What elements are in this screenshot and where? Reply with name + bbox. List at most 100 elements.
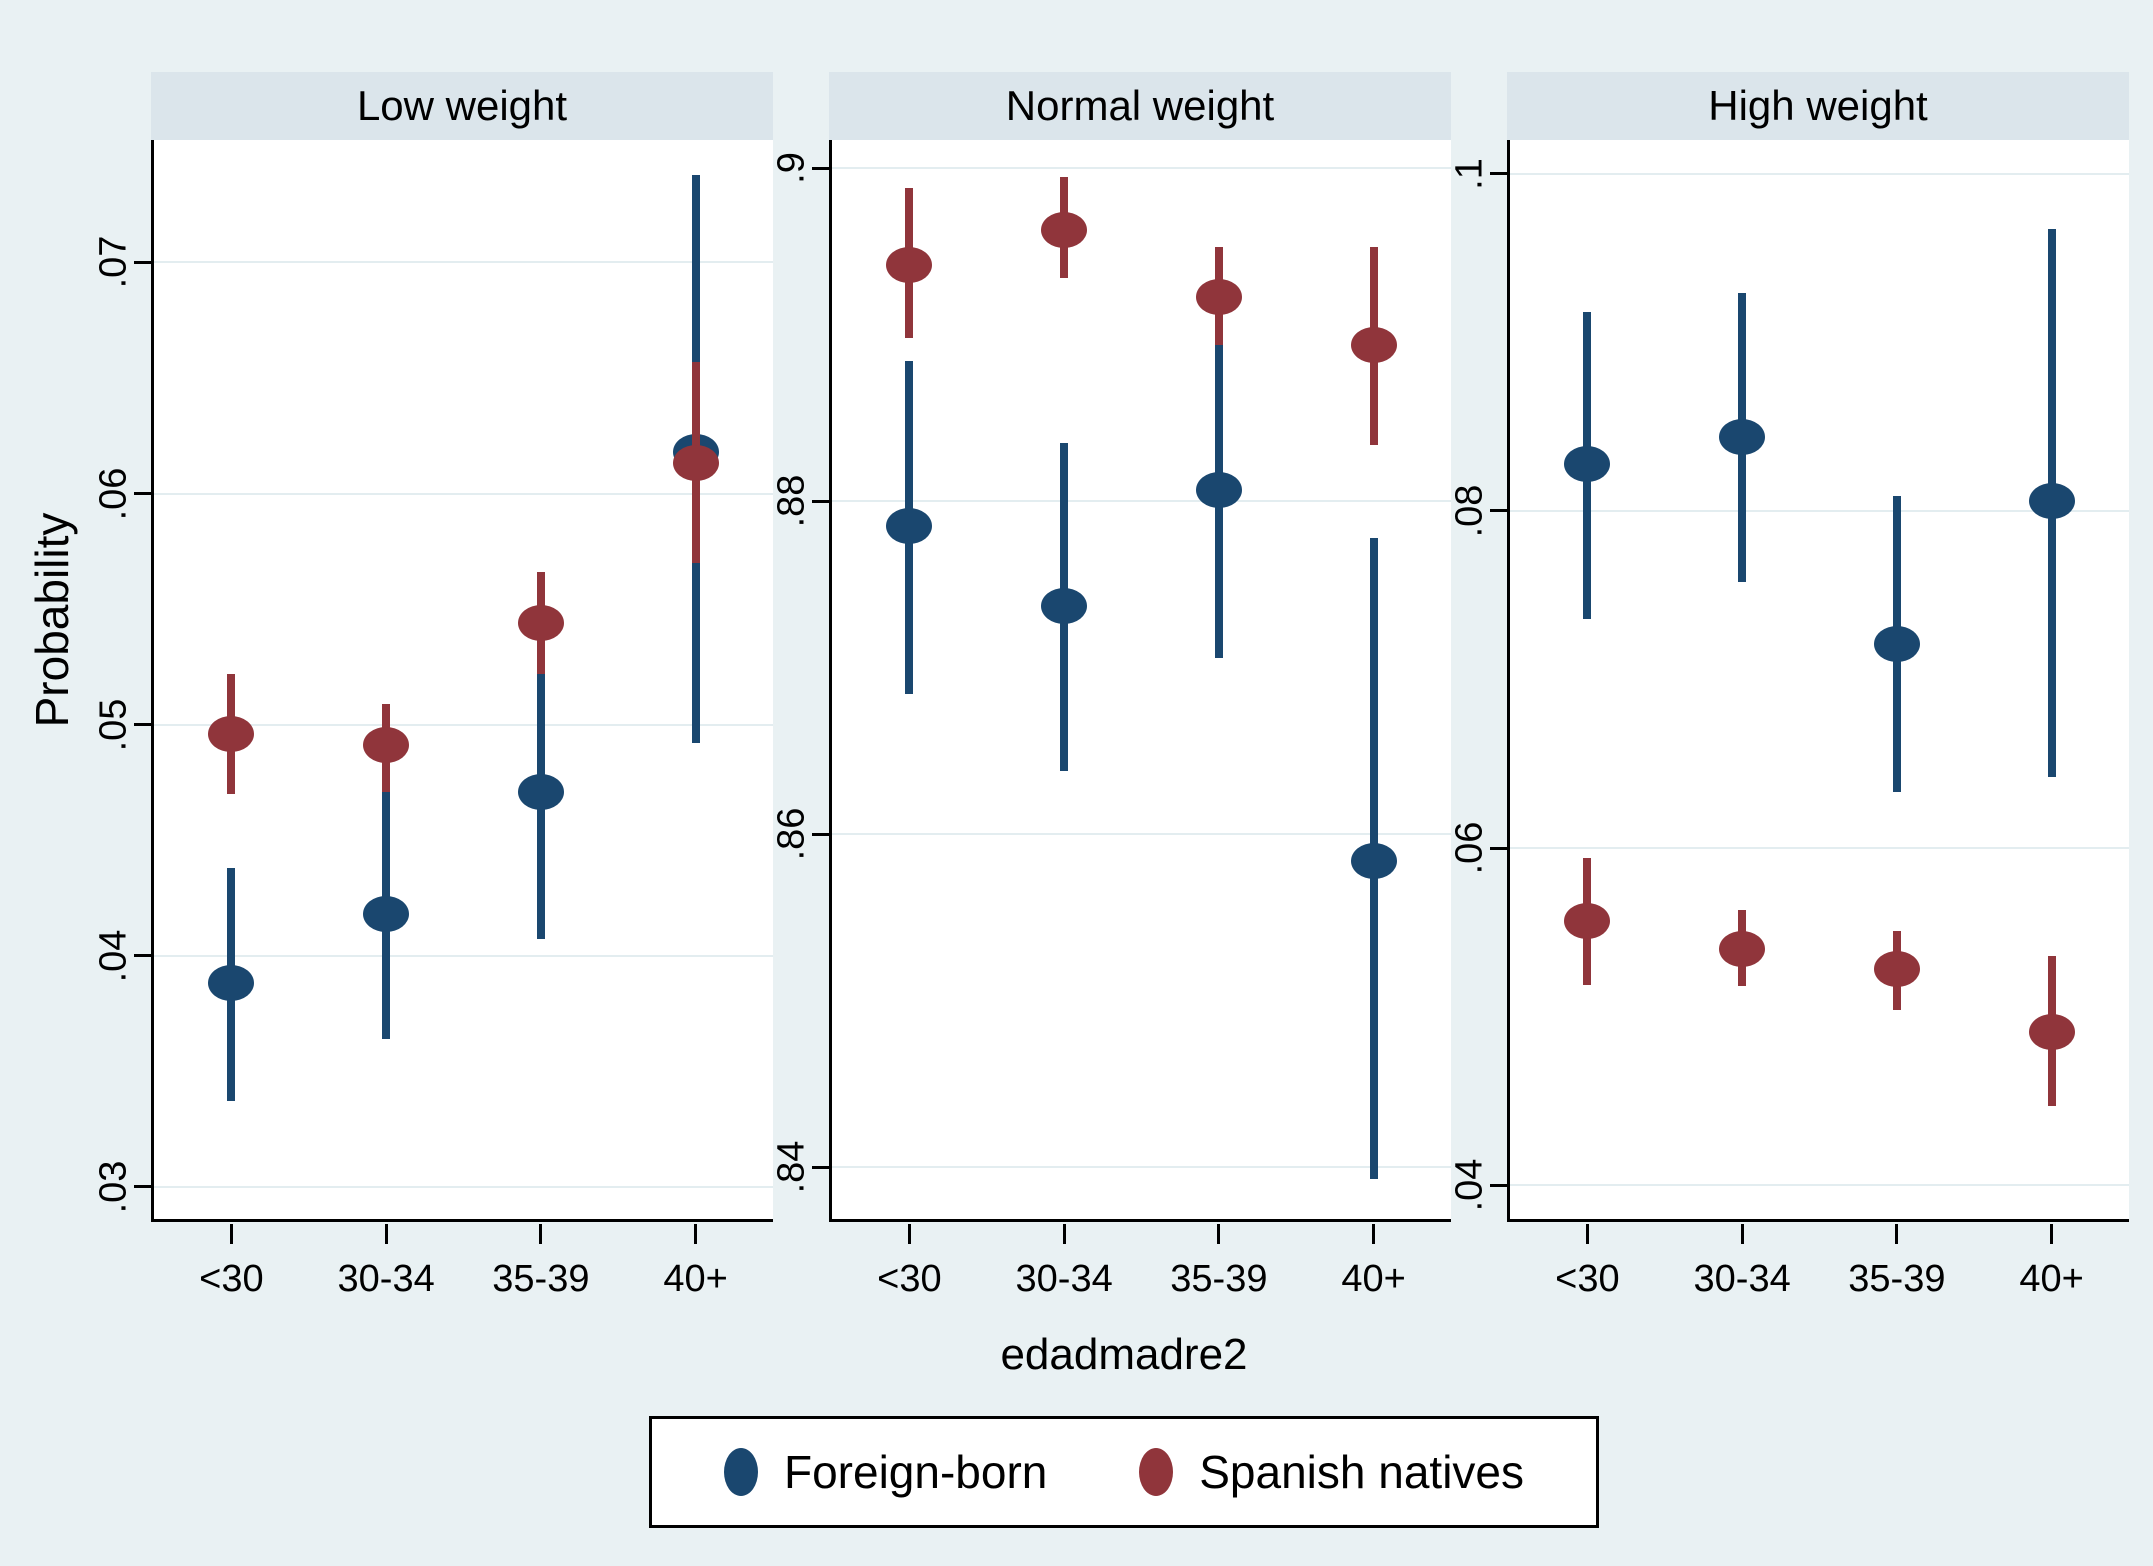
- x-tick-label: <30: [1555, 1258, 1620, 1300]
- dot-spanish-natives: [1873, 951, 1920, 988]
- y-tick-label: .88: [770, 474, 813, 528]
- panel-title: Low weight: [356, 82, 568, 129]
- dot-foreign-born: [517, 773, 564, 810]
- legend-label: Foreign-born: [784, 1446, 1048, 1498]
- gridline: [832, 167, 1451, 170]
- x-tick-label: 35-39: [1848, 1258, 1946, 1300]
- gridline: [1510, 509, 2129, 512]
- x-axis-title: edadmadre2: [1000, 1330, 1248, 1379]
- y-tick-mark: [812, 499, 829, 503]
- x-tick-mark: [907, 1224, 911, 1244]
- gridline: [154, 492, 773, 495]
- x-tick-label: 40+: [663, 1258, 728, 1300]
- y-tick-label: .03: [92, 1160, 135, 1214]
- legend-item-foreign-born: Foreign-born: [724, 1445, 1047, 1499]
- y-tick-mark: [812, 1165, 829, 1169]
- x-tick-label: <30: [199, 1258, 264, 1300]
- x-tick-label: 40+: [1341, 1258, 1406, 1300]
- y-tick-mark: [1490, 846, 1507, 850]
- x-tick-label: 30-34: [1693, 1258, 1791, 1300]
- y-tick-mark: [1490, 1183, 1507, 1187]
- dot-spanish-natives: [886, 246, 933, 283]
- x-tick-label: 30-34: [1015, 1258, 1113, 1300]
- dot-foreign-born: [363, 896, 410, 932]
- plot-area: .03 .04 .05 .06 .07 <30 30-34 35-39 40+: [93, 140, 773, 1300]
- gridline: [154, 723, 773, 726]
- dot-foreign-born: [1350, 842, 1397, 879]
- panel-title: Normal weight: [1005, 82, 1275, 129]
- y-tick-label: .06: [92, 467, 135, 520]
- dot-spanish-natives: [1719, 931, 1766, 968]
- y-tick-mark: [134, 723, 151, 727]
- gridline: [1510, 847, 2129, 850]
- dot-spanish-natives: [1041, 211, 1088, 248]
- x-tick-label: <30: [877, 1258, 942, 1300]
- y-tick-label: .08: [1448, 484, 1491, 538]
- y-tick-mark: [134, 492, 151, 495]
- gridline: [154, 261, 773, 264]
- gridline: [154, 1185, 773, 1188]
- dot-spanish-natives: [672, 445, 719, 482]
- y-tick-mark: [812, 832, 829, 836]
- panel-high-weight: High weight .04 .06 .08 .1 <30 30-34 35-39 40+: [1449, 72, 2129, 1300]
- gridline: [1510, 1184, 2129, 1187]
- x-tick-mark: [694, 1224, 698, 1244]
- y-tick-label: .86: [770, 807, 813, 861]
- y-tick-mark: [134, 1185, 151, 1189]
- x-tick-mark: [2050, 1224, 2054, 1244]
- panel-title: High weight: [1708, 82, 1928, 129]
- panels-row: Low weight .03 .04 .05 .06 .07 <30 30-34 35-39 40…: [93, 72, 2129, 1300]
- panel-title-band: Normal weight: [829, 72, 1451, 140]
- gridline: [1510, 172, 2129, 175]
- panel-normal-weight: Normal weight .84 .86 .88 .9 <30 30-34 35-39 40+: [771, 72, 1451, 1300]
- x-tick-mark: [539, 1224, 543, 1244]
- dot-foreign-born: [2028, 482, 2075, 519]
- y-tick-label: .9: [770, 152, 813, 185]
- foreign-born-marker-icon: [724, 1448, 758, 1496]
- dot-spanish-natives: [1564, 902, 1611, 939]
- legend: Foreign-born Spanish natives: [649, 1416, 1599, 1528]
- plot-area: .04 .06 .08 .1 <30 30-34 35-39 40+: [1449, 140, 2129, 1300]
- x-axis-title-row: edadmadre2: [0, 1330, 2153, 1380]
- y-tick-mark: [1490, 172, 1507, 176]
- x-tick-mark: [229, 1224, 233, 1244]
- y-axis-title: Probability: [26, 512, 78, 728]
- x-tick-label: 40+: [2019, 1258, 2084, 1300]
- y-tick-label: .04: [92, 929, 135, 983]
- y-tick-label: .84: [770, 1140, 813, 1194]
- dot-foreign-born: [1195, 471, 1242, 508]
- dot-spanish-natives: [517, 604, 564, 641]
- legend-label: Spanish natives: [1199, 1446, 1524, 1498]
- y-tick-label: .06: [1448, 821, 1491, 875]
- x-tick-mark: [1585, 1224, 1589, 1244]
- plot-area: .84 .86 .88 .9 <30 30-34 35-39 40+: [771, 140, 1451, 1300]
- panel-low-weight: Low weight .03 .04 .05 .06 .07 <30 30-34 35-39 40…: [93, 72, 773, 1300]
- y-tick-label: .1: [1448, 157, 1491, 190]
- legend-row: Foreign-born Spanish natives: [0, 1416, 2153, 1528]
- x-tick-mark: [1895, 1224, 1899, 1244]
- x-tick-label: 35-39: [492, 1258, 590, 1300]
- x-tick-mark: [1740, 1224, 1744, 1244]
- x-tick-mark: [1372, 1224, 1376, 1244]
- x-tick-mark: [1062, 1224, 1066, 1244]
- dot-spanish-natives: [363, 727, 410, 764]
- gridline: [832, 833, 1451, 836]
- legend-item-spanish-natives: Spanish natives: [1139, 1445, 1524, 1499]
- dot-foreign-born: [208, 965, 255, 1002]
- gridline: [832, 1166, 1451, 1169]
- dot-foreign-born: [1041, 588, 1088, 625]
- x-tick-label: 35-39: [1170, 1258, 1268, 1300]
- dot-foreign-born: [1719, 418, 1766, 455]
- x-tick-mark: [1217, 1224, 1221, 1244]
- dot-foreign-born: [1873, 626, 1920, 663]
- dot-spanish-natives: [1195, 278, 1242, 315]
- spanish-natives-marker-icon: [1139, 1448, 1174, 1496]
- dot-spanish-natives: [2028, 1013, 2075, 1050]
- y-tick-mark: [134, 954, 151, 958]
- panel-title-band: High weight: [1507, 72, 2129, 140]
- y-tick-label: .05: [92, 698, 135, 751]
- y-tick-label: .04: [1448, 1158, 1491, 1212]
- dot-foreign-born: [1564, 445, 1611, 482]
- panel-title-band: Low weight: [151, 72, 773, 140]
- gridline: [832, 500, 1451, 503]
